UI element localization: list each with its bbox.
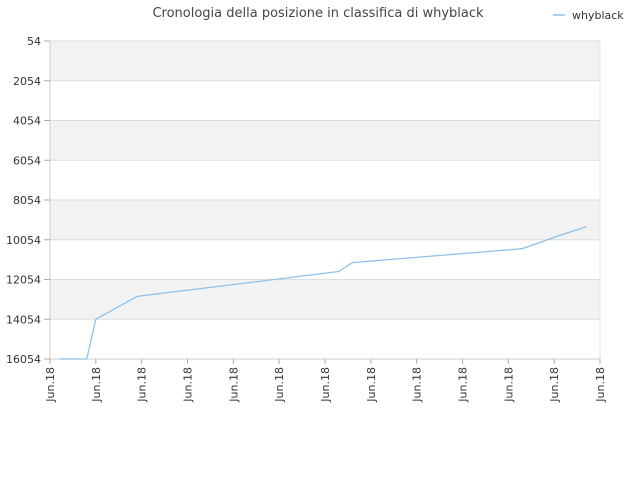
grid-band [50, 319, 600, 359]
y-axis: 54 2054 4054 6054 8054 10054 12054 14054 16054 [6, 35, 50, 366]
y-tick-label: 8054 [13, 194, 41, 207]
y-tick-label: 54 [27, 35, 41, 48]
y-tick-label: 16054 [6, 353, 41, 366]
grid-bands [50, 41, 600, 359]
y-tick-label: 14054 [6, 313, 41, 326]
y-tick-label: 12054 [6, 274, 41, 287]
x-tick-label: Jun.18 [594, 367, 607, 403]
x-tick-label: Jun.18 [182, 367, 195, 403]
grid-band [50, 160, 600, 200]
x-tick-label: Jun.18 [502, 367, 515, 403]
y-tick-label: 6054 [13, 154, 41, 167]
x-tick-label: Jun.18 [365, 367, 378, 403]
series-line-whyblack [59, 226, 587, 360]
grid-band [50, 120, 600, 161]
x-tick-label: Jun.18 [273, 367, 286, 403]
x-axis: Jun.18 Jun.18 Jun.18 Jun.18 Jun.18 Jun.18 Jun.… [44, 359, 607, 403]
chart-title: Cronologia della posizione in classifica… [152, 6, 484, 21]
x-tick-label: Jun.18 [319, 367, 332, 403]
x-tick-label: Jun.18 [457, 367, 470, 403]
x-tick-label: Jun.18 [548, 367, 561, 403]
legend-label-whyblack: whyblack [572, 9, 624, 22]
grid-band [50, 41, 600, 81]
y-tick-label: 4054 [13, 115, 41, 128]
grid-band [50, 279, 600, 320]
y-tick-label: 10054 [6, 234, 41, 247]
x-tick-label: Jun.18 [411, 367, 424, 403]
x-tick-label: Jun.18 [44, 367, 57, 403]
grid-band [50, 80, 600, 121]
legend: whyblack [553, 9, 624, 22]
grid-band [50, 200, 600, 240]
x-tick-label: Jun.18 [90, 367, 103, 403]
x-tick-label: Jun.18 [136, 367, 149, 403]
y-tick-label: 2054 [13, 75, 41, 88]
series-group [59, 226, 587, 360]
x-tick-label: Jun.18 [227, 367, 240, 403]
